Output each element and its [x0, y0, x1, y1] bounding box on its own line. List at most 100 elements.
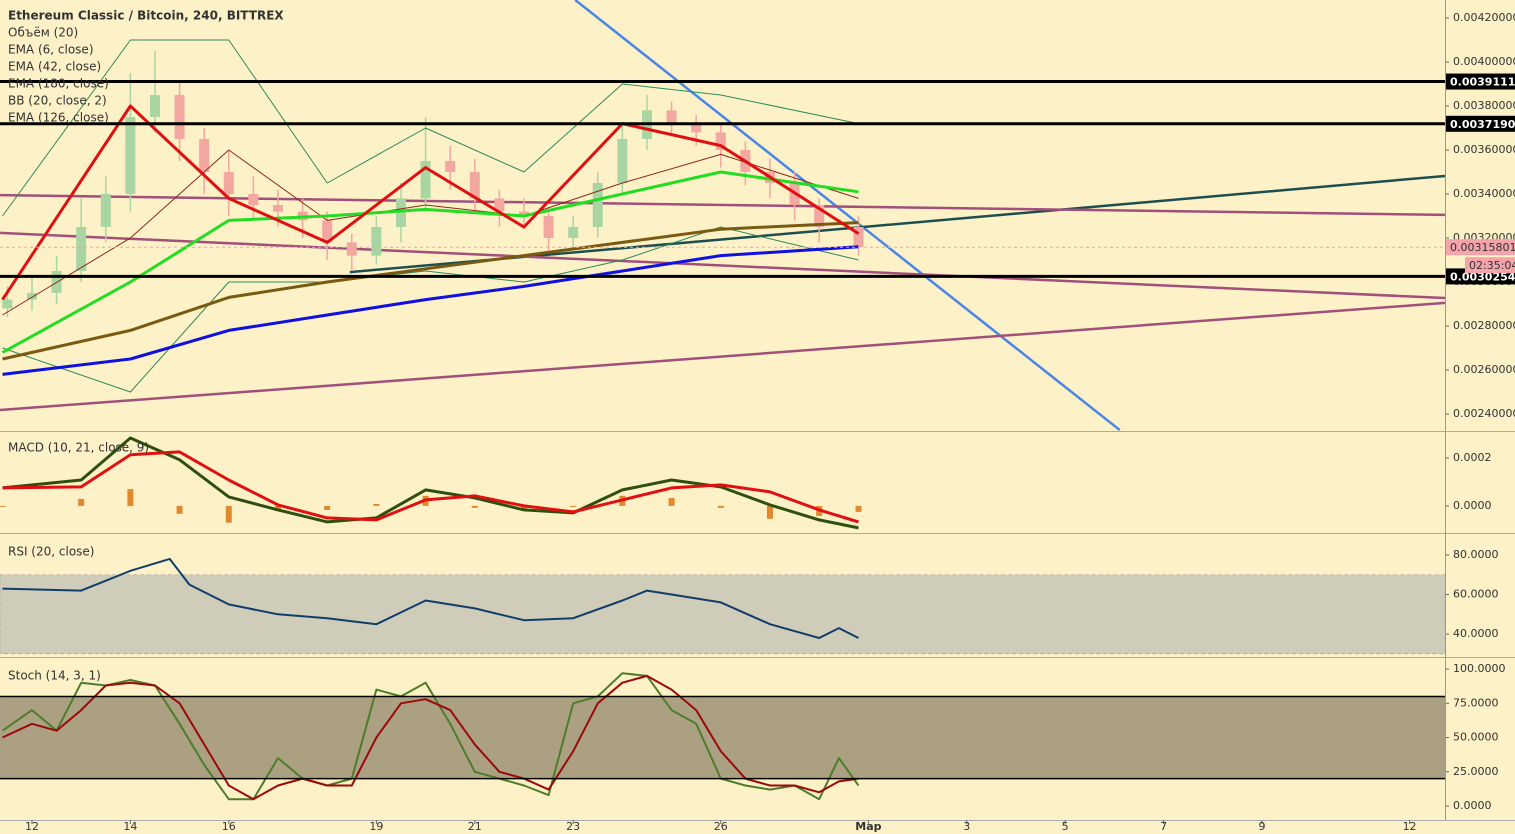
- candle-body: [543, 215, 554, 238]
- x-tick-label: 14: [123, 820, 137, 833]
- candle-body: [814, 204, 825, 227]
- x-tick-label: 16: [222, 820, 236, 833]
- level-label: 0.00302541: [1450, 270, 1515, 283]
- histogram-bar: [176, 505, 183, 514]
- candle-body: [666, 110, 677, 124]
- last-price-box: [1446, 239, 1515, 256]
- histogram-bar: [570, 505, 577, 507]
- candle-body: [223, 171, 234, 194]
- candle-body: [125, 116, 136, 194]
- candle-body: [100, 193, 111, 227]
- y-tick-label: 75.0000: [1453, 696, 1499, 709]
- y-tick-label: 0.00280000: [1453, 319, 1515, 332]
- candle-body: [691, 123, 702, 133]
- histogram-bar: [520, 505, 527, 510]
- countdown: 02:35:04: [1469, 259, 1515, 272]
- x-tick-label: 26: [714, 820, 728, 833]
- band: [0, 574, 1446, 655]
- indicator-line: [2, 557, 859, 639]
- y-tick-label: 100.0000: [1453, 662, 1506, 675]
- y-tick-label: 0.00240000: [1453, 407, 1515, 420]
- candle-body: [853, 226, 864, 248]
- candle-body: [149, 94, 160, 117]
- y-tick-label: 0.00360000: [1453, 143, 1515, 156]
- level-label: 0.00371904: [1450, 118, 1515, 131]
- x-tick-label: 5: [1062, 820, 1069, 833]
- candle-body: [715, 132, 726, 150]
- x-tick-label: Мар: [855, 820, 881, 833]
- trendline: [0, 193, 1446, 217]
- y-tick-label: 0.0002: [1453, 451, 1492, 464]
- indicator-line: [2, 245, 859, 376]
- histogram-bar: [78, 498, 85, 506]
- candle-body: [445, 160, 456, 172]
- legend-entry: Объём (20): [8, 26, 78, 40]
- trendline: [0, 301, 1446, 412]
- candle-body: [26, 292, 37, 300]
- legend-entry: BB (20, close, 2): [8, 94, 107, 108]
- candle-body: [272, 204, 283, 212]
- candle-body: [494, 198, 505, 212]
- y-tick-label: 60.0000: [1453, 588, 1499, 601]
- trendline: [0, 231, 1446, 300]
- histogram-bar: [127, 489, 134, 506]
- indicator-line: [2, 149, 859, 316]
- candle-body: [322, 220, 333, 243]
- candle-body: [518, 211, 529, 216]
- histogram-bar: [668, 497, 675, 506]
- histogram-bar: [766, 505, 773, 519]
- indicator-line: [1, 170, 859, 354]
- histogram-bar: [373, 503, 380, 506]
- indicator-line: [2, 450, 859, 524]
- y-tick-label: 50.0000: [1453, 731, 1499, 744]
- candle-body: [199, 138, 210, 172]
- candle-body: [568, 226, 579, 238]
- pane-title: RSI (20, close): [8, 545, 94, 559]
- y-tick-label: 0.00400000: [1453, 55, 1515, 68]
- y-tick-label: 80.0000: [1453, 548, 1499, 561]
- y-tick-label: 0.0000: [1453, 799, 1492, 812]
- x-tick-label: 12: [1403, 820, 1417, 833]
- candle-body: [592, 182, 603, 227]
- indicator-line: [2, 674, 859, 801]
- pane-title: MACD (10, 21, close, 9): [8, 441, 149, 455]
- indicator-line: [2, 436, 859, 530]
- histogram-bar: [855, 505, 862, 512]
- indicator-line: [2, 226, 859, 393]
- x-tick-label: 9: [1258, 820, 1265, 833]
- candle-body: [371, 226, 382, 256]
- y-tick-label: 0.0000: [1453, 499, 1492, 512]
- histogram-bar: [717, 505, 724, 508]
- legend-entry: EMA (126, close): [8, 111, 109, 125]
- histogram-bar: [225, 505, 232, 523]
- legend-entry: EMA (180, close): [8, 77, 109, 91]
- countdown-box: [1465, 257, 1515, 274]
- histogram-bar: [324, 505, 331, 510]
- y-tick-label: 25.0000: [1453, 765, 1499, 778]
- candle-body: [346, 242, 357, 256]
- candle-body: [395, 198, 406, 227]
- x-tick-label: 12: [25, 820, 39, 833]
- pane-title: Stoch (14, 3, 1): [8, 669, 101, 683]
- candle-body: [2, 299, 13, 309]
- candle-body: [248, 193, 259, 205]
- level-label: 0.00391115: [1450, 76, 1515, 89]
- indicator-line: [1, 104, 860, 301]
- y-tick-label: 40.0000: [1453, 627, 1499, 640]
- candle-body: [174, 94, 185, 139]
- band: [0, 696, 1446, 779]
- x-tick-label: 19: [369, 820, 383, 833]
- histogram-bar: [471, 505, 478, 508]
- candle-body: [420, 160, 431, 199]
- indicator-line: [2, 39, 859, 217]
- candle-body: [469, 171, 480, 199]
- pane-title: Ethereum Classic / Bitcoin, 240, BITTREX: [8, 9, 284, 23]
- x-tick-label: 21: [468, 820, 482, 833]
- legend-entry: EMA (6, close): [8, 43, 94, 57]
- last-price-label: 0.00315801: [1450, 241, 1515, 254]
- x-tick-label: 7: [1160, 820, 1167, 833]
- histogram-bar: [0, 505, 6, 507]
- x-tick-label: 23: [566, 820, 580, 833]
